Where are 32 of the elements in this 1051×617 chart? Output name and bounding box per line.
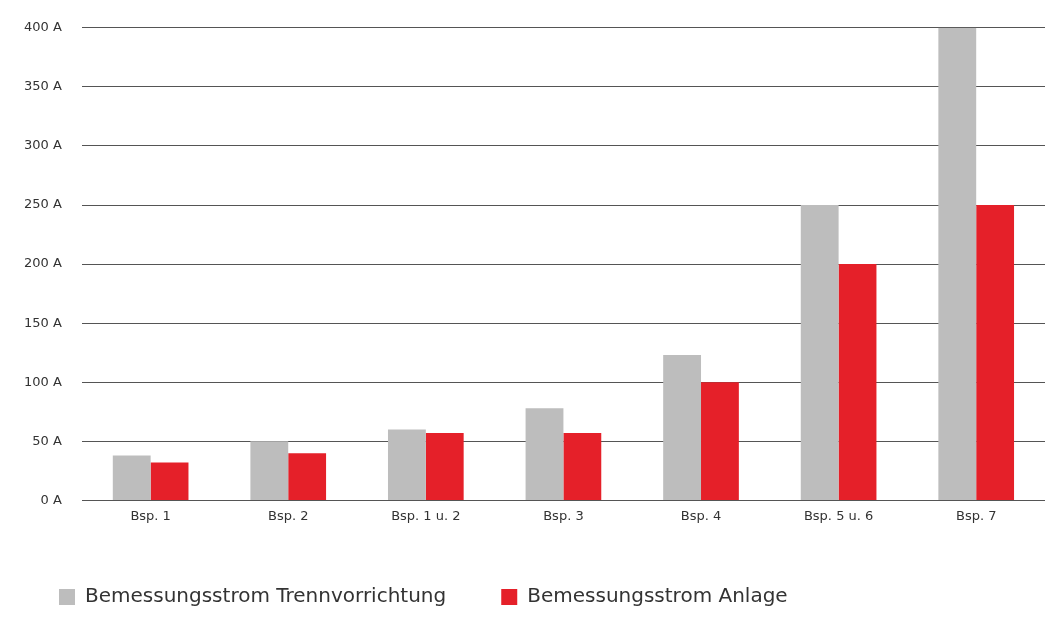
y-tick-label: 400 A (23, 19, 62, 35)
x-tick-label: Bsp. 5 u. 6 (803, 507, 874, 523)
y-tick-label: 150 A (23, 314, 62, 330)
bar (800, 205, 839, 500)
bar (425, 433, 464, 500)
x-tick-label: Bsp. 7 (955, 507, 997, 523)
bar (563, 433, 602, 500)
legend-label: Bemessungsstrom Anlage (527, 583, 788, 608)
x-tick-label: Bsp. 1 u. 2 (391, 507, 461, 523)
y-tick-label: 100 A (23, 373, 62, 389)
bar (387, 429, 426, 500)
x-tick-label: Bsp. 4 (680, 507, 722, 523)
bar (838, 264, 877, 500)
bar (250, 441, 289, 500)
x-tick-label: Bsp. 1 (130, 507, 171, 523)
y-tick-label: 50 A (32, 432, 62, 448)
bar (938, 27, 977, 500)
y-tick-label: 350 A (23, 78, 62, 94)
y-tick-label: 200 A (23, 255, 62, 271)
legend-label: Bemessungsstrom Trennvorrichtung (85, 583, 447, 608)
x-tick-label: Bsp. 3 (543, 507, 584, 523)
bar (150, 462, 189, 500)
bar (976, 205, 1015, 500)
y-tick-label: 250 A (23, 196, 62, 212)
bar (663, 355, 702, 500)
y-tick-label: 300 A (23, 137, 62, 153)
bar (701, 382, 739, 500)
bar (525, 408, 564, 500)
y-tick-label: 0 A (40, 491, 62, 507)
x-tick-label: Bsp. 2 (267, 507, 309, 523)
bar (112, 455, 151, 500)
bar (288, 453, 327, 500)
